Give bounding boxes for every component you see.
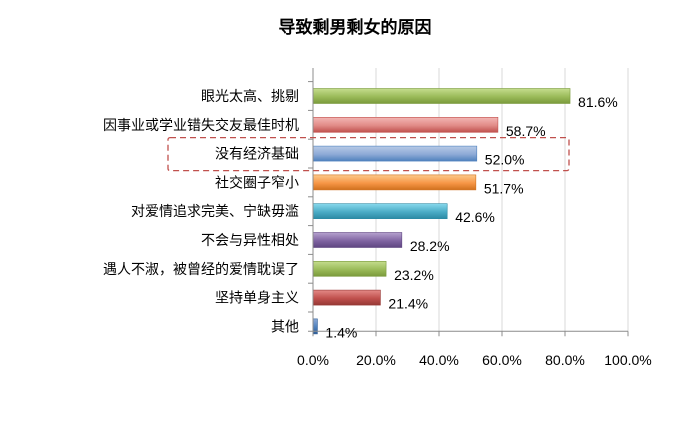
- category-label: 其他: [271, 319, 299, 335]
- data-label: 58.7%: [506, 123, 546, 139]
- x-tick-label: 60.0%: [482, 352, 522, 368]
- bar: [312, 260, 387, 277]
- category-label: 不会与异性相处: [201, 233, 299, 249]
- highlight-box: [167, 136, 570, 172]
- bar: [312, 88, 571, 104]
- x-tick-label: 80.0%: [545, 352, 585, 368]
- bar: [312, 174, 477, 191]
- bars-layer: [312, 88, 571, 335]
- category-label: 遇人不淑，被曾经的爱情耽误了: [103, 262, 299, 278]
- x-tick-label: 40.0%: [419, 352, 459, 368]
- bar: [312, 117, 499, 133]
- data-label: 42.6%: [455, 209, 495, 225]
- data-label: 21.4%: [388, 296, 428, 312]
- bar: [312, 232, 403, 248]
- grid-layer: [375, 68, 629, 332]
- axis-layer: [308, 68, 629, 337]
- data-label: 81.6%: [578, 94, 618, 110]
- bar: [312, 289, 381, 306]
- x-tick-label: 0.0%: [297, 352, 329, 368]
- category-label: 社交圈子窄小: [215, 174, 299, 191]
- category-label: 眼光太高、挑剔: [201, 88, 299, 105]
- category-label: 对爱情追求完美、宁缺毋滥: [131, 203, 299, 220]
- category-label: 没有经济基础: [215, 146, 299, 163]
- labels-layer: 0.0% 20.0% 40.0% 60.0% 80.0% 100.0% 眼光太高、挑剔 81.…: [103, 88, 652, 368]
- category-label: 坚持单身主义: [215, 291, 299, 307]
- x-tick-label: 100.0%: [604, 352, 651, 368]
- data-label: 28.2%: [410, 238, 450, 254]
- data-label: 52.0%: [485, 152, 525, 168]
- chart-title: 导致剩男剩女的原因: [279, 17, 432, 38]
- bar: [312, 145, 478, 162]
- data-label: 1.4%: [325, 324, 357, 340]
- data-label: 51.7%: [484, 180, 524, 196]
- bar: [312, 203, 448, 219]
- category-label: 因事业或学业错失交友最佳时机: [103, 117, 299, 134]
- x-tick-label: 20.0%: [356, 352, 396, 368]
- data-label: 23.2%: [394, 267, 434, 283]
